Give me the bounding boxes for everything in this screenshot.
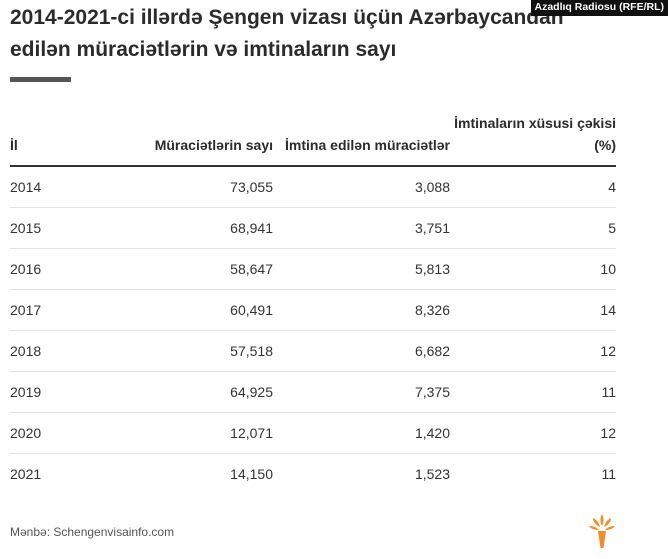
table-row: 2014 73,055 3,088 4 xyxy=(10,166,616,208)
refusal-rate-cell: 5 xyxy=(450,207,616,249)
refusal-rate-cell: 12 xyxy=(450,412,616,454)
year-cell: 2014 xyxy=(10,166,120,208)
refusal-rate-cell: 14 xyxy=(450,289,616,331)
refusal-rate-cell: 10 xyxy=(450,248,616,290)
applications-cell: 57,518 xyxy=(120,330,273,372)
source-note: Mənbə: Schengenvisainfo.com xyxy=(10,525,175,539)
refusal-rate-cell: 11 xyxy=(450,371,616,413)
year-cell: 2015 xyxy=(10,207,120,249)
refusals-cell: 8,326 xyxy=(273,289,450,331)
applications-cell: 64,925 xyxy=(120,371,273,413)
refusals-cell: 3,751 xyxy=(273,207,450,249)
year-cell: 2020 xyxy=(10,412,120,454)
column-header-applications: Müraciətlərin sayı xyxy=(120,112,273,167)
refusal-rate-cell: 4 xyxy=(450,166,616,208)
year-cell: 2017 xyxy=(10,289,120,331)
table-row: 2018 57,518 6,682 12 xyxy=(10,330,616,372)
table-row: 2017 60,491 8,326 14 xyxy=(10,289,616,331)
column-header-refusals: İmtina edilən müraciətlər xyxy=(273,112,450,167)
table-row: 2016 58,647 5,813 10 xyxy=(10,248,616,290)
table-row: 2019 64,925 7,375 11 xyxy=(10,371,616,413)
applications-cell: 12,071 xyxy=(120,412,273,454)
page-title: 2014-2021-ci illərdə Şengen vizası üçün … xyxy=(10,6,564,61)
refusals-cell: 1,420 xyxy=(273,412,450,454)
year-cell: 2019 xyxy=(10,371,120,413)
column-header-refusal-rate: İmtinaların xüsusi çəkisi (%) xyxy=(450,112,616,167)
table-header-row: İl Müraciətlərin sayı İmtina edilən müra… xyxy=(10,112,616,167)
applications-cell: 60,491 xyxy=(120,289,273,331)
table-row: 2015 68,941 3,751 5 xyxy=(10,207,616,249)
applications-cell: 73,055 xyxy=(120,166,273,208)
year-cell: 2021 xyxy=(10,466,42,482)
refusal-rate-cell: 12 xyxy=(450,330,616,372)
refusals-cell: 7,375 xyxy=(273,371,450,413)
refusals-cell: 6,682 xyxy=(273,330,450,372)
applications-cell: 68,941 xyxy=(120,207,273,249)
year-cell: 2018 xyxy=(10,330,120,372)
data-table: İl Müraciətlərin sayı İmtina edilən müra… xyxy=(10,112,616,494)
title-divider xyxy=(10,77,71,82)
source-badge: Azadlıq Radiosu (RFE/RL) xyxy=(530,0,668,16)
rfe-rl-torch-icon xyxy=(589,514,615,548)
table-row: 2021 14,150 1,523 11 xyxy=(10,454,616,495)
refusals-cell: 3,088 xyxy=(273,166,450,208)
applications-cell: 14,150 xyxy=(230,466,273,482)
year-cell: 2016 xyxy=(10,248,120,290)
refusal-rate-cell: 11 xyxy=(601,466,616,482)
column-header-year: İl xyxy=(10,112,120,167)
refusals-cell: 5,813 xyxy=(273,248,450,290)
refusals-cell: 1,523 xyxy=(414,466,450,482)
applications-cell: 58,647 xyxy=(120,248,273,290)
table-row: 2020 12,071 1,420 12 xyxy=(10,412,616,454)
